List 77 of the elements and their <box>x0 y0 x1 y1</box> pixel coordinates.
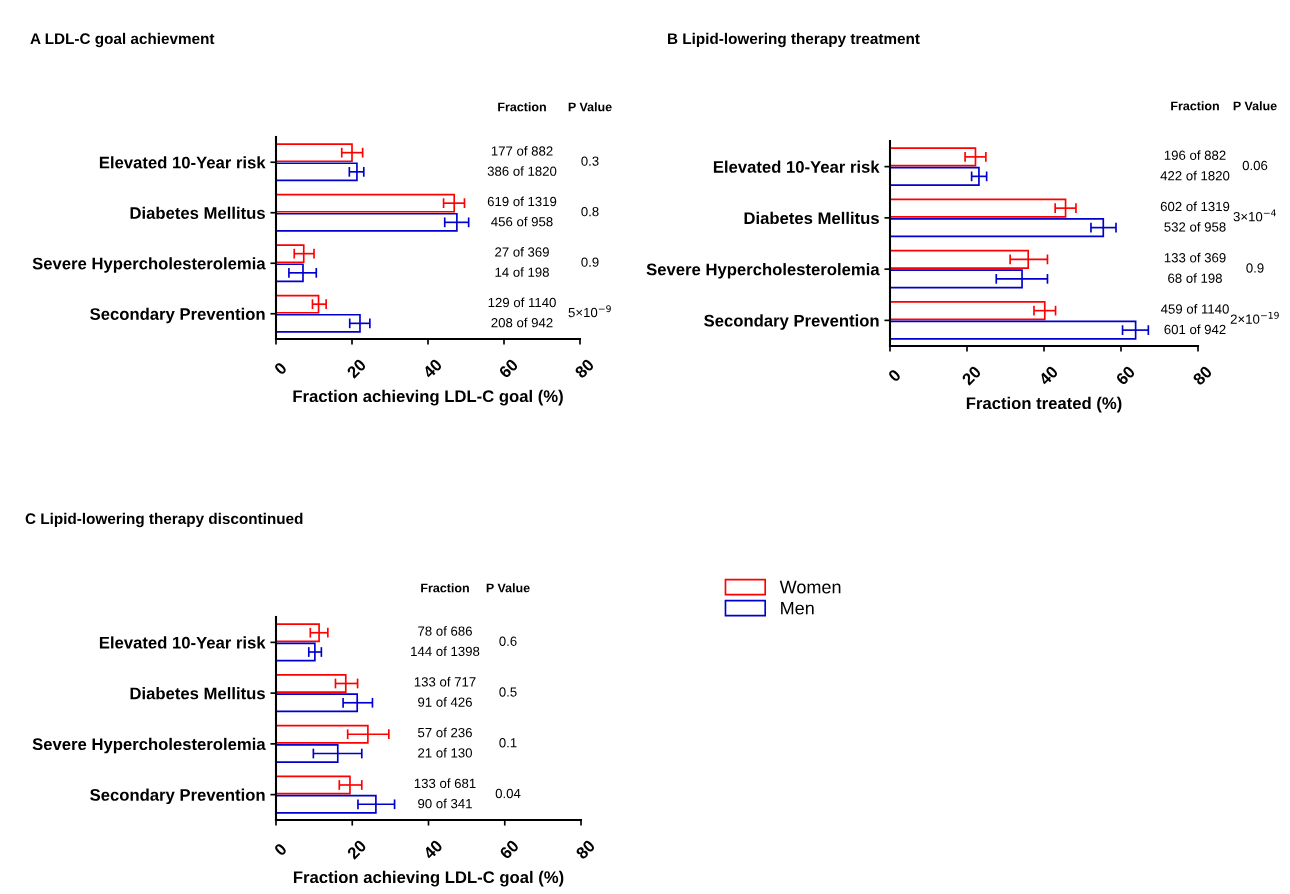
y-tick-label: Elevated 10-Year risk <box>713 160 880 173</box>
y-tick-label: Severe Hypercholesterolemia <box>646 263 880 279</box>
text: 0.3 <box>581 156 599 166</box>
annotation: 129 of 1140 <box>488 297 556 308</box>
text: Fraction <box>1171 101 1219 111</box>
annotation: 91 of 426 <box>418 697 472 707</box>
y-tick-label: Severe Hypercholesterolemia <box>32 257 266 273</box>
y-tick-label: Severe Hypercholesterolemia <box>32 737 266 754</box>
annotation: 21 of 130 <box>418 747 472 758</box>
annotation: 90 of 341 <box>418 798 472 809</box>
text: Fraction <box>421 583 469 593</box>
annotation: 177 of 882 <box>491 146 553 156</box>
x-tick-label: 40 <box>422 839 444 861</box>
y-tick-label: Elevated 10-Year risk <box>99 156 266 169</box>
chart-title: C Lipid-lowering therapy discontinued <box>25 512 303 528</box>
annotation: 14 of 198 <box>495 267 549 277</box>
text: P Value <box>1233 101 1277 111</box>
y-tick-label: Secondary Prevention <box>90 788 265 805</box>
annotation: 68 of 198 <box>1168 273 1222 283</box>
annotation: 601 of 942 <box>1164 324 1226 335</box>
annotation: 459 of 1140 <box>1160 304 1229 314</box>
x-tick-label: 40 <box>421 358 443 380</box>
x-axis-title: Fraction achieving LDL-C goal (%) <box>293 389 563 406</box>
annotation: 144 of 1398 <box>411 646 480 657</box>
x-tick-label: 0 <box>273 842 288 857</box>
text: Fraction <box>498 102 546 112</box>
annotation: 208 of 942 <box>491 317 553 328</box>
x-tick-label: 60 <box>498 358 519 379</box>
y-tick-label: Diabetes Mellitus <box>130 206 265 219</box>
y-tick-label: Elevated 10-Year risk <box>99 636 266 649</box>
annotation: 0.5 <box>499 687 517 697</box>
annotation: 196 of 882 <box>1164 150 1226 160</box>
text: P Value <box>486 583 530 593</box>
x-tick-label: 60 <box>1115 365 1136 386</box>
annotation: 133 of 717 <box>414 676 476 687</box>
annotation: 619 of 1319 <box>487 196 557 207</box>
text: 2×10$^{−19}$ <box>1230 311 1279 324</box>
annotation: 386 of 1820 <box>487 166 557 176</box>
text: A LDL-C goal achievment <box>30 32 215 48</box>
x-tick-label: 80 <box>575 839 596 860</box>
annotation: 27 of 369 <box>495 247 549 257</box>
text: P Value <box>568 102 612 112</box>
text: 0.9 <box>581 257 599 267</box>
x-axis-title: Fraction achieving LDL-C goal (%) <box>293 870 564 887</box>
x-tick-label: 20 <box>961 365 982 386</box>
legend-label: Men <box>781 601 814 615</box>
x-tick-label: 0 <box>887 368 902 383</box>
annotation: 133 of 681 <box>414 778 476 789</box>
x-tick-label: 60 <box>498 839 520 860</box>
annotation: 532 of 958 <box>1164 221 1226 232</box>
annotation: 57 of 236 <box>418 727 472 738</box>
text: 0.06 <box>1242 160 1268 171</box>
y-tick-label: Diabetes Mellitus <box>744 211 879 225</box>
annotation: 78 of 686 <box>418 626 472 636</box>
x-tick-label: 20 <box>346 839 367 860</box>
annotation: 5×10$^{−9}$ <box>568 305 611 318</box>
y-tick-label: Secondary Prevention <box>704 314 879 330</box>
annotation: 0.6 <box>499 636 517 646</box>
chart-title: B Lipid-lowering therapy treatment <box>668 32 920 48</box>
text: 3×10$^{−4}$ <box>1233 209 1276 222</box>
x-axis-title: Fraction treated (%) <box>966 396 1122 413</box>
annotation: 0.1 <box>499 738 517 748</box>
annotation: 422 of 1820 <box>1160 170 1230 181</box>
annotation: 133 of 369 <box>1164 252 1226 263</box>
x-tick-label: 80 <box>1192 365 1213 386</box>
x-tick-label: 0 <box>273 361 288 376</box>
y-tick-label: Secondary Prevention <box>90 307 265 324</box>
annotation: 456 of 958 <box>491 216 553 227</box>
x-tick-label: 80 <box>574 358 595 379</box>
text: 0.8 <box>581 206 599 217</box>
annotation: 602 of 1319 <box>1160 201 1230 212</box>
annotation: 0.04 <box>495 788 521 799</box>
text: 0.9 <box>1246 263 1264 273</box>
y-tick-label: Diabetes Mellitus <box>130 687 265 700</box>
legend-label: Women <box>779 580 841 594</box>
x-tick-label: 40 <box>1037 365 1059 387</box>
x-tick-label: 20 <box>346 358 367 379</box>
